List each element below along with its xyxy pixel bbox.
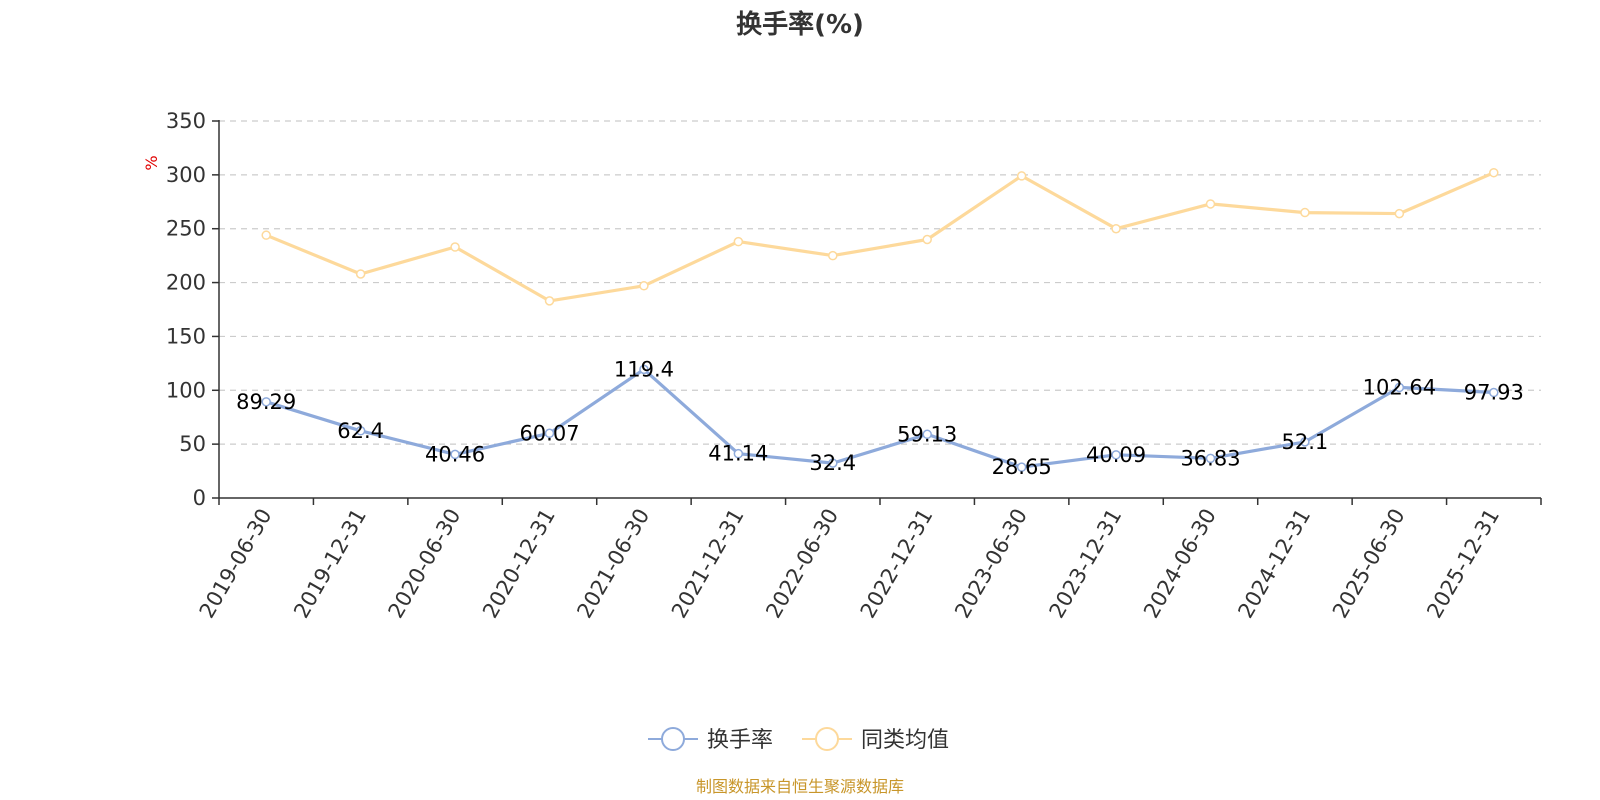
x-tick-label-2023-06-30: 2023-06-30 bbox=[950, 505, 1032, 623]
data-label-2020-06-30: 40.46 bbox=[425, 442, 485, 466]
data-label-2022-06-30: 32.4 bbox=[809, 451, 856, 475]
data-label-2023-12-31: 40.09 bbox=[1086, 443, 1146, 467]
y-tick-label-100: 100 bbox=[166, 378, 206, 402]
data-label-2021-06-30: 119.4 bbox=[614, 357, 674, 381]
point-1-2022-12-31 bbox=[922, 234, 932, 245]
y-tick-label-150: 150 bbox=[166, 324, 206, 348]
y-tick-label-250: 250 bbox=[166, 217, 206, 241]
y-tick-label-50: 50 bbox=[179, 432, 206, 456]
data-label-2020-12-31: 60.07 bbox=[519, 421, 579, 445]
point-0-2024-12-31 bbox=[1300, 437, 1310, 447]
point-0-2020-06-30 bbox=[450, 449, 460, 460]
x-tick-label-2022-06-30: 2022-06-30 bbox=[761, 505, 843, 623]
point-0-2024-06-30 bbox=[1205, 453, 1216, 464]
point-1-2023-12-31 bbox=[1111, 223, 1121, 234]
point-1-2022-06-30 bbox=[828, 250, 838, 261]
y-tick-label-300: 300 bbox=[166, 163, 206, 187]
point-1-2020-12-31 bbox=[544, 296, 555, 306]
legend-peer-average-marker bbox=[815, 727, 839, 751]
data-label-2024-06-30: 36.83 bbox=[1180, 446, 1240, 470]
x-tick-label-2021-12-31: 2021-12-31 bbox=[667, 505, 749, 623]
point-1-2023-06-30 bbox=[1016, 171, 1027, 181]
x-tick-label-2019-06-30: 2019-06-30 bbox=[195, 505, 277, 623]
y-tick-label-200: 200 bbox=[166, 271, 206, 295]
point-0-2023-06-30 bbox=[1016, 462, 1027, 472]
point-0-2019-06-30 bbox=[261, 397, 271, 407]
point-0-2019-12-31 bbox=[355, 426, 366, 436]
point-0-2020-12-31 bbox=[544, 428, 555, 439]
series-line-0 bbox=[265, 367, 1494, 469]
series-lines bbox=[261, 167, 1499, 472]
x-tick-label-2021-06-30: 2021-06-30 bbox=[572, 505, 654, 623]
x-tick-label-2023-12-31: 2023-12-31 bbox=[1045, 505, 1127, 623]
legend-turnover-marker bbox=[661, 727, 685, 751]
x-tick-label-2020-06-30: 2020-06-30 bbox=[384, 504, 466, 622]
x-tick-label-2022-12-31: 2022-12-31 bbox=[856, 505, 938, 623]
point-0-2021-12-31 bbox=[733, 448, 744, 459]
legend[interactable]: 换手率 同类均值 bbox=[648, 727, 949, 753]
point-0-2021-06-30 bbox=[639, 364, 649, 375]
x-tick-label-2019-12-31: 2019-12-31 bbox=[289, 505, 371, 623]
point-0-2025-12-31 bbox=[1489, 387, 1499, 398]
y-tick-labels: 0 50 100 150 200 250 300 350 bbox=[166, 109, 206, 510]
x-tick-label-2020-12-31: 2020-12-31 bbox=[478, 505, 560, 623]
y-tick-label-0: 0 bbox=[193, 486, 206, 510]
point-1-2025-12-31 bbox=[1489, 167, 1499, 178]
data-label-2024-12-31: 52.1 bbox=[1282, 430, 1329, 454]
data-label-2025-06-30: 102.64 bbox=[1363, 375, 1436, 399]
legend-item-peer-average[interactable]: 同类均值 bbox=[802, 727, 949, 753]
point-1-2021-06-30 bbox=[639, 281, 649, 291]
series-line-1 bbox=[265, 171, 1495, 303]
legend-turnover-label: 换手率 bbox=[707, 728, 773, 753]
legend-peer-average-label: 同类均值 bbox=[861, 728, 949, 753]
data-labels: 89.29 62.4 40.46 60.07 119.4 41.14 32.4 59.13 28… bbox=[236, 357, 1524, 479]
point-1-2019-06-30 bbox=[261, 230, 271, 240]
x-tick-label-2024-06-30: 2024-06-30 bbox=[1139, 505, 1221, 623]
point-1-2024-06-30 bbox=[1205, 199, 1216, 209]
point-0-2023-12-31 bbox=[1111, 450, 1121, 460]
y-unit-label: % bbox=[142, 155, 161, 170]
axes bbox=[212, 120, 1542, 505]
point-1-2024-12-31 bbox=[1300, 207, 1310, 218]
point-1-2025-06-30 bbox=[1394, 208, 1405, 219]
x-tick-label-2024-12-31: 2024-12-31 bbox=[1233, 505, 1315, 623]
chart-title: 换手率(%) bbox=[736, 9, 864, 40]
point-0-2022-06-30 bbox=[828, 458, 838, 468]
x-tick-label-2025-12-31: 2025-12-31 bbox=[1422, 505, 1504, 623]
data-label-2025-12-31: 97.93 bbox=[1464, 381, 1524, 405]
data-label-2019-06-30: 89.29 bbox=[236, 390, 296, 414]
data-label-2021-12-31: 41.14 bbox=[708, 442, 768, 466]
point-1-2021-12-31 bbox=[733, 236, 744, 247]
data-label-2023-06-30: 28.65 bbox=[992, 455, 1052, 479]
data-source-note: 制图数据来自恒生聚源数据库 bbox=[696, 777, 904, 796]
grid-lines bbox=[219, 120, 1541, 445]
point-1-2019-12-31 bbox=[355, 269, 366, 279]
x-tick-label-2025-06-30: 2025-06-30 bbox=[1328, 505, 1410, 623]
data-label-2019-12-31: 62.4 bbox=[337, 419, 384, 443]
point-1-2020-06-30 bbox=[450, 242, 460, 252]
legend-item-turnover[interactable]: 换手率 bbox=[648, 727, 773, 753]
y-tick-label-350: 350 bbox=[166, 109, 206, 133]
point-0-2022-12-31 bbox=[922, 429, 932, 440]
data-label-2022-12-31: 59.13 bbox=[897, 422, 957, 446]
x-tick-labels: 2019-06-30 2019-12-31 2020-06-30 2020-12-31… bbox=[195, 504, 1504, 622]
point-0-2025-06-30 bbox=[1394, 382, 1405, 393]
